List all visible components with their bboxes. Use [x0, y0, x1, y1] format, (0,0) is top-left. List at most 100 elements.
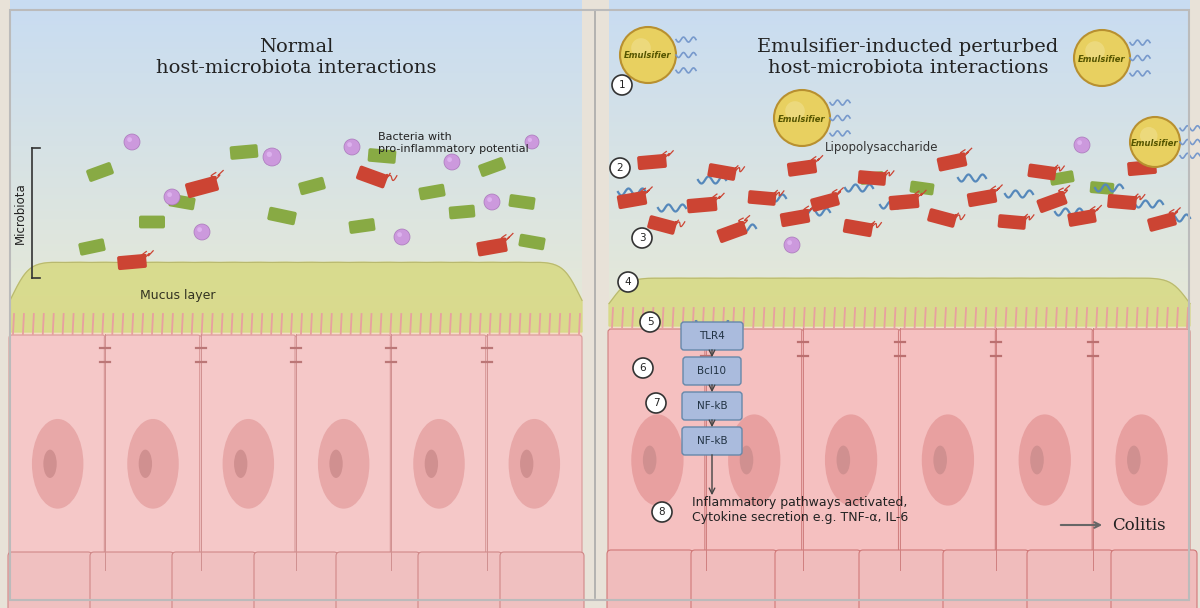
Bar	[610, 476, 1190, 477]
Circle shape	[785, 101, 805, 121]
Bar	[10, 37, 582, 38]
Bar	[610, 27, 1190, 28]
Bar	[610, 282, 1190, 283]
Bar	[610, 253, 1190, 254]
Bar	[610, 467, 1190, 468]
Bar	[10, 278, 582, 279]
Bar	[10, 208, 582, 209]
Bar	[10, 2, 582, 3]
Bar	[610, 50, 1190, 51]
Bar	[10, 289, 582, 290]
Bar	[610, 586, 1190, 587]
Bar	[10, 313, 582, 314]
Circle shape	[632, 228, 652, 248]
Bar	[10, 276, 582, 277]
Bar	[610, 358, 1190, 359]
Bar	[610, 442, 1190, 443]
Bar	[610, 602, 1190, 603]
Bar	[10, 78, 582, 79]
Bar	[10, 127, 582, 128]
Bar	[610, 572, 1190, 573]
Bar	[610, 434, 1190, 435]
Bar	[610, 350, 1190, 351]
FancyBboxPatch shape	[1067, 209, 1097, 227]
Bar	[10, 326, 582, 327]
Bar	[10, 413, 582, 414]
Bar	[10, 365, 582, 366]
Bar	[10, 581, 582, 582]
Bar	[10, 220, 582, 221]
Bar	[610, 204, 1190, 205]
FancyBboxPatch shape	[336, 552, 420, 608]
Bar	[10, 390, 582, 391]
Bar	[610, 14, 1190, 15]
Bar	[610, 70, 1190, 71]
Bar	[10, 384, 582, 385]
Bar	[610, 343, 1190, 344]
Bar	[610, 576, 1190, 577]
FancyBboxPatch shape	[607, 550, 694, 608]
Bar	[10, 218, 582, 219]
FancyBboxPatch shape	[810, 192, 840, 212]
Bar	[610, 317, 1190, 318]
Ellipse shape	[509, 419, 560, 509]
Bar	[610, 417, 1190, 418]
Bar	[10, 176, 582, 177]
FancyBboxPatch shape	[647, 215, 677, 235]
Bar	[610, 429, 1190, 430]
Bar	[610, 577, 1190, 578]
Bar	[610, 51, 1190, 52]
Bar	[610, 339, 1190, 340]
Bar	[10, 171, 582, 172]
Bar	[610, 553, 1190, 554]
Bar	[10, 489, 582, 490]
FancyBboxPatch shape	[1111, 550, 1198, 608]
Bar	[610, 304, 1190, 305]
Bar	[610, 235, 1190, 236]
Bar	[610, 263, 1190, 264]
Bar	[610, 90, 1190, 91]
Bar	[10, 51, 582, 52]
Bar	[610, 18, 1190, 19]
Bar	[610, 409, 1190, 410]
Bar	[610, 546, 1190, 547]
Bar	[10, 251, 582, 252]
Bar	[610, 410, 1190, 411]
Bar	[610, 497, 1190, 498]
Bar	[610, 9, 1190, 10]
Bar	[610, 186, 1190, 187]
Bar	[610, 232, 1190, 233]
Bar	[10, 283, 582, 284]
Bar	[10, 26, 582, 27]
Bar	[10, 253, 582, 254]
Bar	[610, 275, 1190, 276]
Bar	[10, 466, 582, 467]
Bar	[10, 380, 582, 381]
Bar	[10, 593, 582, 594]
Bar	[10, 64, 582, 65]
Bar	[10, 415, 582, 416]
Bar	[610, 420, 1190, 421]
Bar	[610, 125, 1190, 126]
Bar	[610, 311, 1190, 312]
Bar	[10, 225, 582, 226]
Bar	[10, 49, 582, 50]
Bar	[610, 267, 1190, 268]
Bar	[610, 117, 1190, 118]
Bar	[10, 557, 582, 558]
Bar	[610, 462, 1190, 463]
Bar	[610, 494, 1190, 495]
Bar	[610, 485, 1190, 486]
Bar	[610, 79, 1190, 80]
Bar	[10, 319, 582, 320]
Bar	[10, 344, 582, 345]
Bar	[610, 23, 1190, 24]
Bar	[10, 342, 582, 343]
Bar	[10, 216, 582, 217]
Bar	[10, 154, 582, 155]
Bar	[610, 7, 1190, 8]
Bar	[610, 537, 1190, 538]
Bar	[610, 472, 1190, 473]
Bar	[10, 480, 582, 481]
Bar	[610, 465, 1190, 466]
